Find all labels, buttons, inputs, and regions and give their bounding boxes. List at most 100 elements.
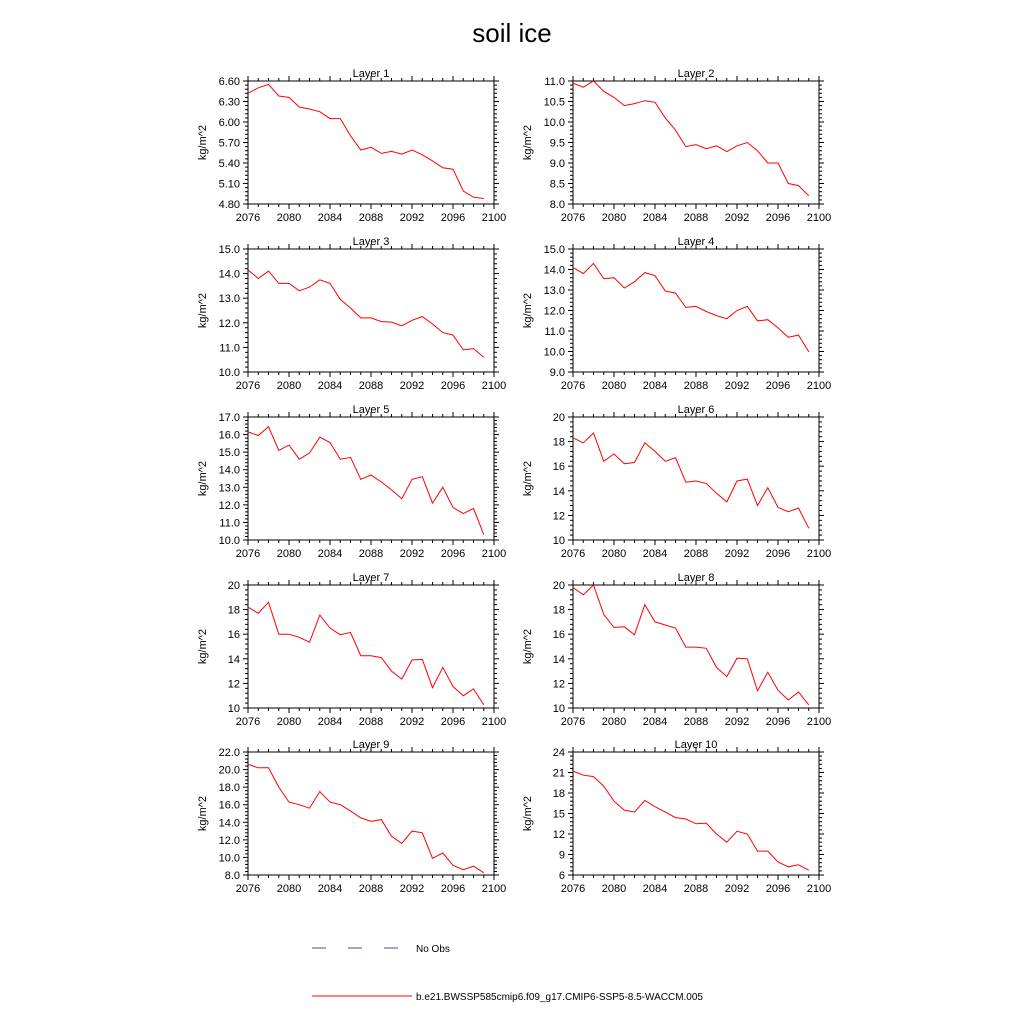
x-tick-label: 2080 <box>602 548 626 560</box>
x-tick-label: 2084 <box>643 716 667 728</box>
x-tick-label: 2092 <box>725 883 749 895</box>
panel-title: Layer 8 <box>678 572 715 584</box>
panel-title: Layer 1 <box>353 68 390 80</box>
x-tick-label: 2096 <box>766 380 790 392</box>
x-tick-label: 2100 <box>482 380 506 392</box>
y-tick-label: 12.0 <box>544 306 565 318</box>
y-tick-label: 20 <box>228 580 240 592</box>
legend: No Obs b.e21.BWSSP585cmip6.f09_g17.CMIP6… <box>312 944 703 1003</box>
y-tick-label: 15.0 <box>219 244 240 256</box>
x-tick-label: 2080 <box>602 883 626 895</box>
y-tick-label: 21 <box>553 768 565 780</box>
y-axis-label: kg/m^2 <box>522 629 534 664</box>
panel-title: Layer 7 <box>353 572 390 584</box>
y-tick-label: 15.0 <box>544 244 565 256</box>
x-tick-label: 2076 <box>236 212 260 224</box>
panel-title: Layer 2 <box>678 68 715 80</box>
x-tick-label: 2076 <box>561 380 585 392</box>
x-tick-label: 2084 <box>318 212 342 224</box>
figure-title: soil ice <box>472 18 551 48</box>
plot-frame <box>247 751 495 876</box>
series-line <box>572 770 810 871</box>
x-tick-label: 2080 <box>277 883 301 895</box>
y-tick-label: 9.0 <box>550 367 565 379</box>
x-tick-label: 2084 <box>643 380 667 392</box>
y-tick-label: 20 <box>553 412 565 424</box>
y-tick-label: 16 <box>228 629 240 641</box>
x-tick-label: 2096 <box>766 212 790 224</box>
y-tick-label: 13.0 <box>219 293 240 305</box>
series-line <box>572 584 810 706</box>
x-tick-label: 2084 <box>643 883 667 895</box>
y-tick-label: 14 <box>553 486 565 498</box>
y-tick-label: 18 <box>553 437 565 449</box>
x-tick-label: 2092 <box>725 716 749 728</box>
plot-frame <box>247 248 495 373</box>
y-tick-label: 12.0 <box>219 835 240 847</box>
y-tick-label: 10 <box>553 535 565 547</box>
y-axis-label: kg/m^2 <box>197 293 209 328</box>
panel-title: Layer 3 <box>353 236 390 248</box>
legend-model-label: b.e21.BWSSP585cmip6.f09_g17.CMIP6-SSP5-8… <box>416 992 703 1003</box>
y-tick-label: 15 <box>553 809 565 821</box>
panel-layer-4: Layer 4 kg/m^2 2076 2080 2084 2088 2092 2096 210… <box>522 236 831 392</box>
y-tick-label: 10.0 <box>544 117 565 129</box>
x-tick-label: 2080 <box>277 716 301 728</box>
panels-group: Layer 1 kg/m^2 2076 2080 2084 2088 2092 2096 210… <box>197 68 831 895</box>
y-tick-label: 6.60 <box>219 76 240 88</box>
y-axis-label: kg/m^2 <box>197 629 209 664</box>
x-tick-label: 2100 <box>807 883 831 895</box>
x-tick-label: 2100 <box>482 883 506 895</box>
y-tick-label: 16 <box>553 461 565 473</box>
plot-frame <box>572 751 820 876</box>
x-tick-label: 2100 <box>482 548 506 560</box>
x-tick-label: 2076 <box>236 548 260 560</box>
x-tick-label: 2092 <box>725 380 749 392</box>
y-tick-label: 10.0 <box>544 347 565 359</box>
x-tick-label: 2096 <box>441 716 465 728</box>
y-axis-label: kg/m^2 <box>197 461 209 496</box>
panel-layer-2: Layer 2 kg/m^2 2076 2080 2084 2088 2092 2096 210… <box>522 68 831 224</box>
y-tick-label: 20 <box>553 580 565 592</box>
y-tick-label: 13.0 <box>219 482 240 494</box>
y-tick-label: 10.0 <box>219 367 240 379</box>
y-axis-label: kg/m^2 <box>197 796 209 831</box>
x-tick-label: 2088 <box>359 883 383 895</box>
plot-frame <box>247 80 495 205</box>
y-tick-label: 8.5 <box>550 179 565 191</box>
x-tick-label: 2100 <box>482 716 506 728</box>
y-tick-label: 6.00 <box>219 117 240 129</box>
y-tick-label: 20.0 <box>219 765 240 777</box>
panel-title: Layer 10 <box>675 739 718 751</box>
panel-layer-3: Layer 3 kg/m^2 2076 2080 2084 2088 2092 2096 210… <box>197 236 506 392</box>
panel-title: Layer 6 <box>678 404 715 416</box>
y-tick-label: 9 <box>559 850 565 862</box>
series-line <box>247 601 485 706</box>
y-tick-label: 18.0 <box>219 782 240 794</box>
x-tick-label: 2088 <box>359 716 383 728</box>
y-tick-label: 14.0 <box>219 817 240 829</box>
plot-frame <box>572 416 820 541</box>
x-tick-label: 2088 <box>684 883 708 895</box>
x-tick-label: 2096 <box>441 883 465 895</box>
panel-title: Layer 5 <box>353 404 390 416</box>
y-tick-label: 10.0 <box>219 852 240 864</box>
y-tick-label: 5.10 <box>219 179 240 191</box>
series-line <box>247 83 484 199</box>
x-tick-label: 2088 <box>359 548 383 560</box>
x-tick-label: 2084 <box>318 716 342 728</box>
y-axis-label: kg/m^2 <box>522 461 534 496</box>
y-tick-label: 12 <box>553 510 565 522</box>
x-tick-label: 2076 <box>561 716 585 728</box>
y-tick-label: 4.80 <box>219 199 240 211</box>
x-tick-label: 2076 <box>561 548 585 560</box>
x-tick-label: 2092 <box>725 212 749 224</box>
plot-frame <box>572 80 820 205</box>
series-line <box>572 80 810 197</box>
panel-layer-1: Layer 1 kg/m^2 2076 2080 2084 2088 2092 2096 210… <box>197 68 506 224</box>
series-line <box>572 262 810 353</box>
x-tick-label: 2100 <box>807 212 831 224</box>
x-tick-label: 2096 <box>441 212 465 224</box>
y-tick-label: 14.0 <box>219 465 240 477</box>
